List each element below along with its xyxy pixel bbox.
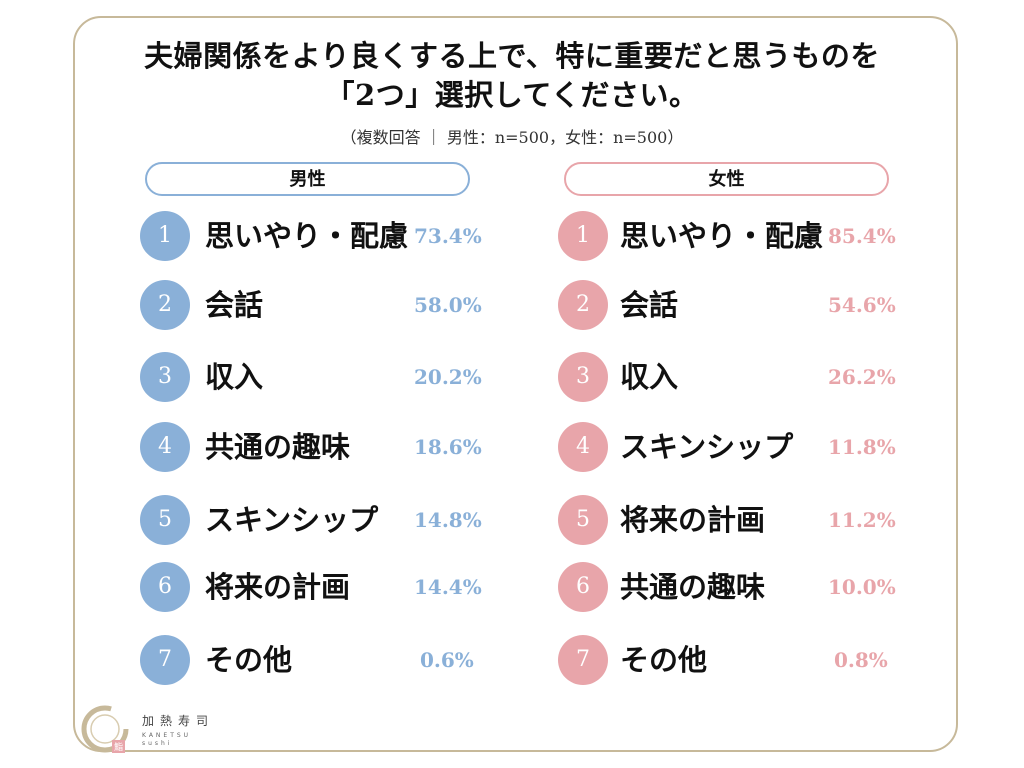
item-percent: 11.2% <box>828 508 896 532</box>
rank-badge: 1 <box>558 211 608 261</box>
item-percent: 73.4% <box>414 224 482 248</box>
item-percent: 20.2% <box>414 365 482 389</box>
item-percent: 26.2% <box>828 365 896 389</box>
item-label: スキンシップ <box>205 503 379 537</box>
brand-name-en: KANETSU sushi <box>142 732 191 748</box>
rank-badge: 2 <box>140 280 190 330</box>
item-label: 将来の計画 <box>205 570 351 604</box>
rank-badge: 7 <box>140 635 190 685</box>
rank-badge: 1 <box>140 211 190 261</box>
female-header-pill: 女性 <box>564 162 889 196</box>
item-label: 共通の趣味 <box>620 570 766 604</box>
title-line-1: 夫婦関係をより良くする上で、特に重要だと思うものを <box>144 39 880 73</box>
item-percent: 10.0% <box>828 575 896 599</box>
rank-badge: 2 <box>558 280 608 330</box>
item-percent: 14.4% <box>414 575 482 599</box>
rank-badge: 5 <box>140 495 190 545</box>
item-label: その他 <box>620 643 708 677</box>
rank-badge: 4 <box>140 422 190 472</box>
item-label: スキンシップ <box>620 430 794 464</box>
brand-name-jp: 加熱寿司 <box>142 714 215 728</box>
rank-badge: 3 <box>558 352 608 402</box>
item-label: その他 <box>205 643 293 677</box>
rank-badge: 4 <box>558 422 608 472</box>
item-percent: 0.6% <box>420 648 474 672</box>
item-label: 思いやり・配慮 <box>205 219 409 253</box>
brand-name-en-line1: KANETSU <box>142 732 192 739</box>
male-header-pill: 男性 <box>145 162 470 196</box>
rank-badge: 6 <box>140 562 190 612</box>
item-percent: 58.0% <box>414 293 482 317</box>
brand-logo-icon: 鮨 <box>81 705 129 753</box>
item-label: 共通の趣味 <box>205 430 351 464</box>
item-label: 会話 <box>205 288 264 322</box>
brand-seal-text: 鮨 <box>114 741 123 753</box>
item-label: 会話 <box>620 288 679 322</box>
item-percent: 11.8% <box>828 435 896 459</box>
card-frame <box>73 16 958 752</box>
item-percent: 0.8% <box>834 648 888 672</box>
item-label: 収入 <box>205 360 264 394</box>
item-percent: 18.6% <box>414 435 482 459</box>
title-line-2: 「2つ」選択してください。 <box>325 78 699 112</box>
item-percent: 54.6% <box>828 293 896 317</box>
rank-badge: 6 <box>558 562 608 612</box>
item-percent: 85.4% <box>828 224 896 248</box>
item-label: 収入 <box>620 360 679 394</box>
rank-badge: 5 <box>558 495 608 545</box>
rank-badge: 7 <box>558 635 608 685</box>
item-label: 思いやり・配慮 <box>620 219 824 253</box>
item-percent: 14.8% <box>414 508 482 532</box>
brand-seal-icon <box>112 740 125 753</box>
item-label: 将来の計画 <box>620 503 766 537</box>
brand-name-en-line2: sushi <box>142 740 173 747</box>
rank-badge: 3 <box>140 352 190 402</box>
subtitle: （複数回答 ｜ 男性：n=500，女性：n=500） <box>340 128 684 147</box>
